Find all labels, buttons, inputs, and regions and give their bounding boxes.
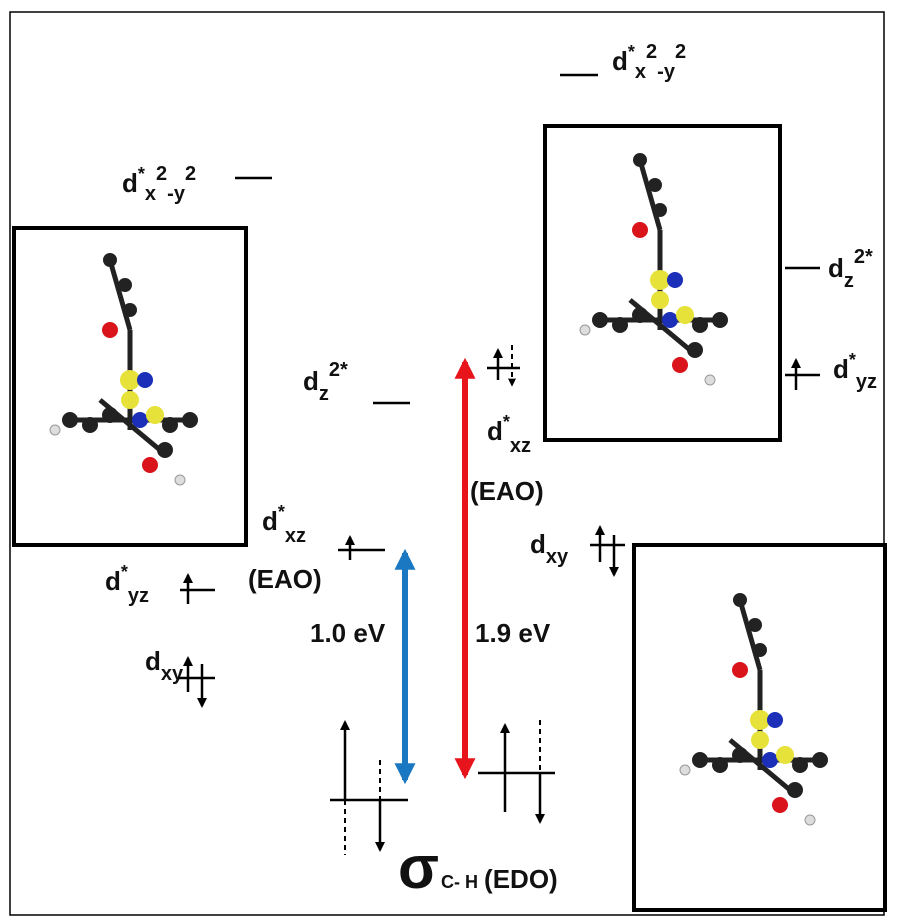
level-label: dz2* xyxy=(828,246,873,292)
level-label: d*x2-y2 xyxy=(612,41,686,83)
level-label: d*xz xyxy=(487,412,531,457)
level-label: d*xz xyxy=(262,502,306,547)
level-note: (EAO) xyxy=(248,564,322,594)
gap-label: 1.9 eV xyxy=(475,618,551,648)
level-label: d*yz xyxy=(833,350,877,393)
level-label: d*yz xyxy=(105,562,149,607)
level-label: d*x2-y2 xyxy=(122,163,196,205)
level-note: (EAO) xyxy=(470,476,544,506)
level-label: dz2* xyxy=(303,359,348,405)
diagram: d*x2-y2 dz2* d*xz (EAO) d*yz dxy d*x2-y2… xyxy=(0,0,897,921)
gap-label: 1.0 eV xyxy=(310,618,386,648)
level-label: dxy xyxy=(530,529,569,568)
